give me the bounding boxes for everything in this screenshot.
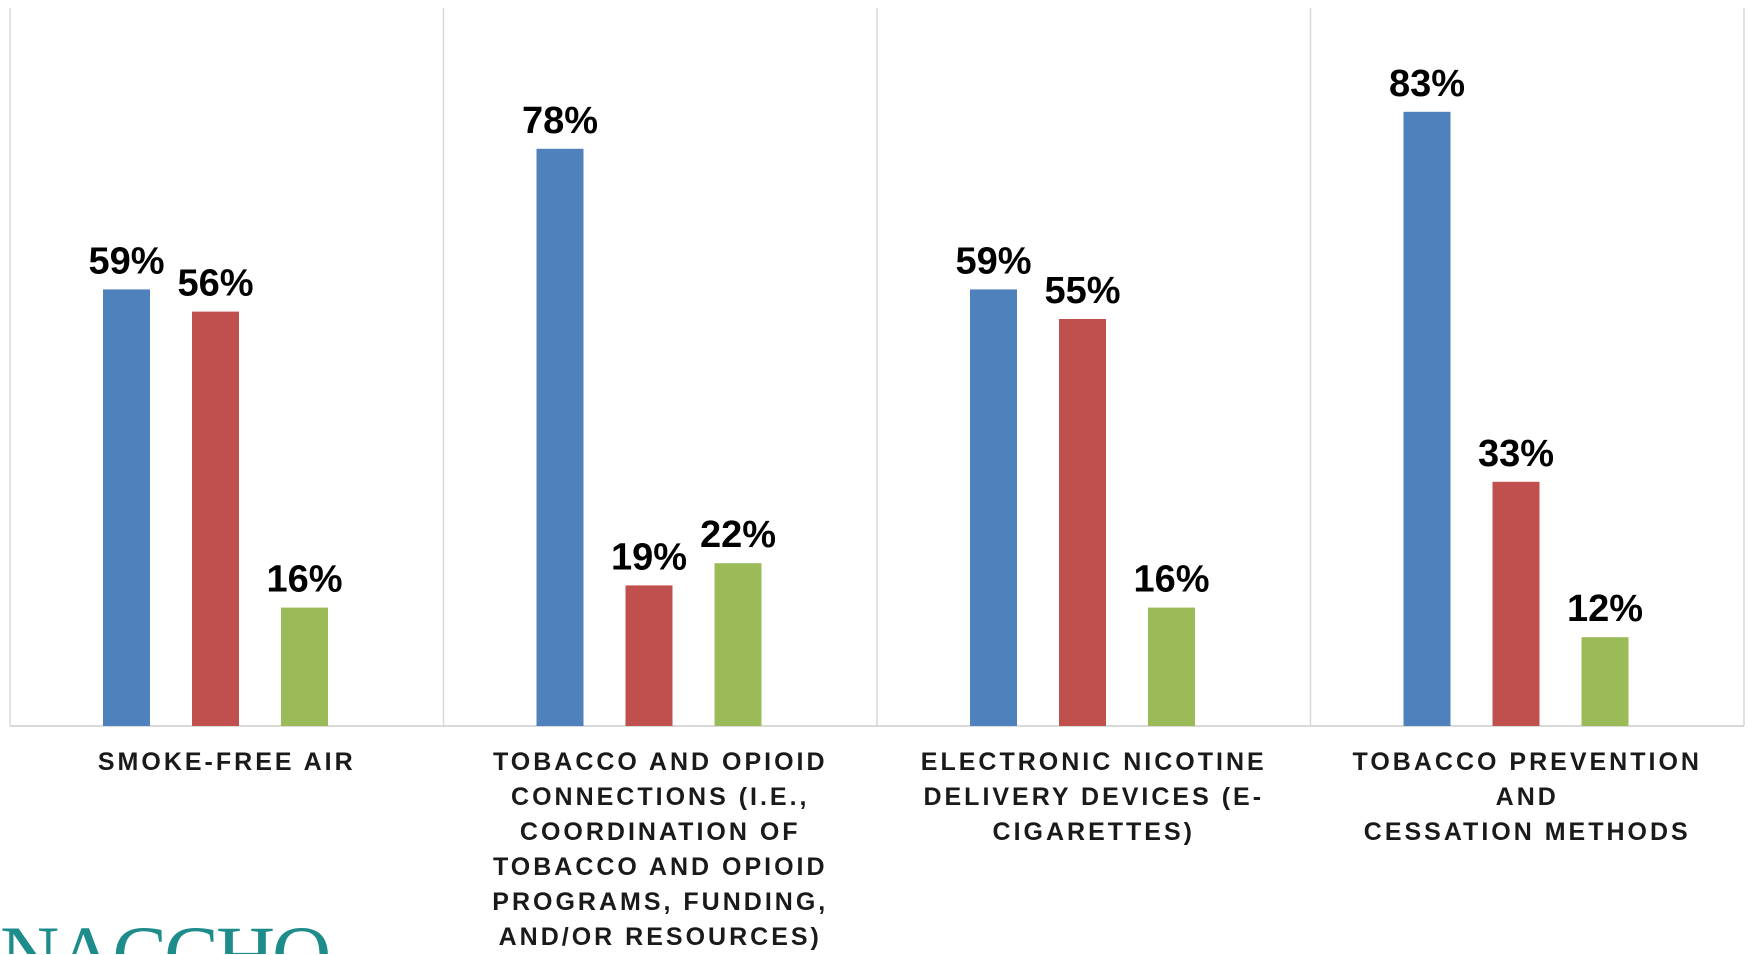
logo-text: NACCHO <box>0 914 350 955</box>
data-label: 33% <box>1478 433 1554 475</box>
category-label-line: TOBACCO PREVENTION AND <box>1352 748 1702 811</box>
category-label-line: DELIVERY DEVICES (E- <box>923 783 1265 811</box>
bar <box>714 563 762 726</box>
data-label: 56% <box>177 263 253 305</box>
bar <box>192 311 239 726</box>
data-label: 22% <box>700 514 776 556</box>
data-label: 78% <box>522 100 598 142</box>
bar <box>1148 607 1195 726</box>
bar <box>536 148 584 727</box>
category-label-line: CONNECTIONS (I.E., <box>511 783 810 811</box>
data-label: 59% <box>88 240 164 282</box>
data-label: 55% <box>1044 270 1120 312</box>
category-label: SMOKE-FREE AIR <box>17 745 437 780</box>
category-label-line: AND/OR RESOURCES) <box>498 923 822 951</box>
category-label: TOBACCO AND OPIOID CONNECTIONS (I.E., COOR… <box>450 745 870 955</box>
category-label-line: PROGRAMS, FUNDING, <box>492 888 829 916</box>
category-label-line: TOBACCO AND OPIOID <box>492 748 828 776</box>
bar <box>625 585 673 726</box>
category-label-line: SMOKE-FREE AIR <box>97 748 356 776</box>
category-label-line: ELECTRONIC NICOTINE <box>920 748 1267 776</box>
category-label-line: CESSATION METHODS <box>1363 818 1691 846</box>
category-label-line: TOBACCO AND OPIOID <box>492 853 828 881</box>
bar <box>1492 481 1540 726</box>
bar <box>970 289 1017 726</box>
data-label: 16% <box>1133 559 1209 601</box>
bar <box>103 289 150 726</box>
data-label: 19% <box>611 536 687 578</box>
bar <box>1403 111 1451 727</box>
category-label-line: CIGARETTES) <box>992 818 1195 846</box>
category-label: TOBACCO PREVENTION AND CESSATION METHODS <box>1317 745 1737 850</box>
category-label-line: COORDINATION OF <box>519 818 801 846</box>
bar <box>281 607 328 726</box>
value-labels-group: 59% 56% 16% 78% 19% 22% 59% 55% 16% 83% 33% 12% <box>88 63 1643 630</box>
bar <box>1581 637 1629 726</box>
naccho-logo: NACCHO <box>0 910 350 955</box>
data-label: 59% <box>955 240 1031 282</box>
data-label: 12% <box>1567 588 1643 630</box>
bar <box>1059 319 1106 726</box>
plot-frame <box>9 8 1745 727</box>
category-label: ELECTRONIC NICOTINE DELIVERY DEVICES (E- C… <box>884 745 1304 850</box>
bars-group <box>103 111 1629 727</box>
data-label: 16% <box>266 559 342 601</box>
data-label: 83% <box>1389 63 1465 105</box>
